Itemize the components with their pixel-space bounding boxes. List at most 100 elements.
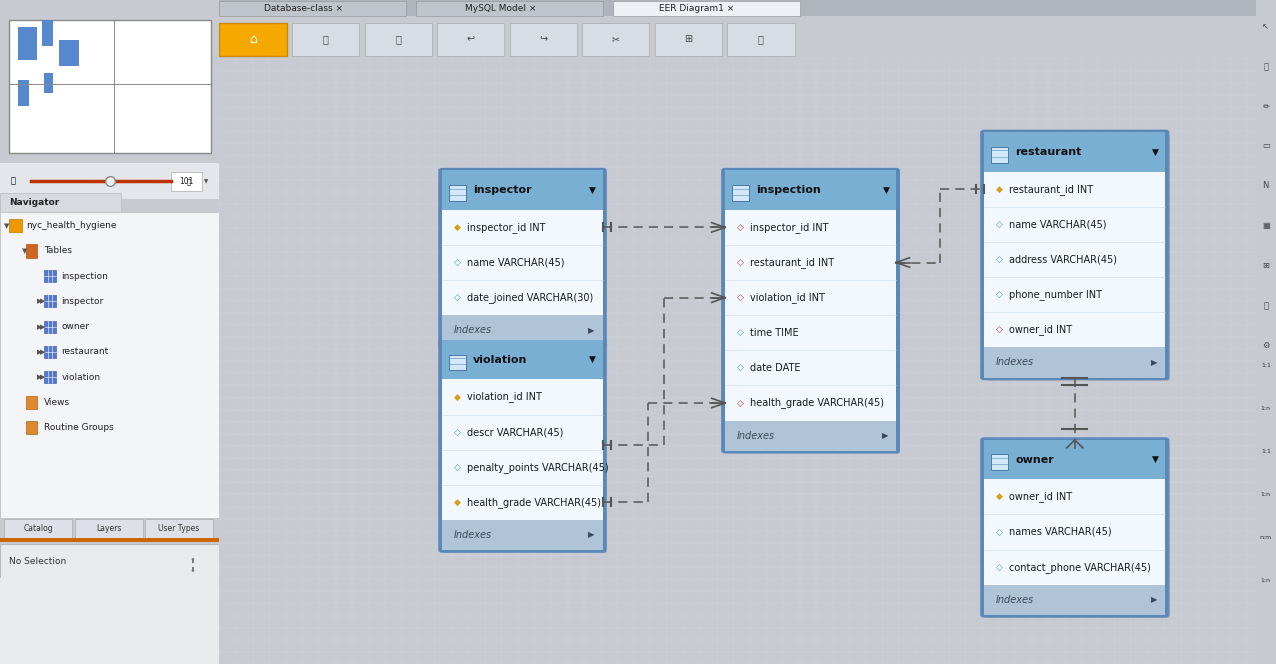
Text: ⊞: ⊞: [1262, 261, 1270, 270]
Text: inspection: inspection: [757, 185, 820, 195]
Text: ◆: ◆: [454, 498, 461, 507]
Text: owner: owner: [1016, 455, 1054, 465]
FancyBboxPatch shape: [984, 585, 1165, 615]
Text: EER Diagram1 ×: EER Diagram1 ×: [660, 4, 735, 13]
Text: contact_phone VARCHAR(45): contact_phone VARCHAR(45): [1009, 562, 1151, 572]
FancyBboxPatch shape: [725, 171, 896, 210]
Text: Views: Views: [43, 398, 70, 407]
Text: Indexes: Indexes: [995, 595, 1034, 605]
FancyBboxPatch shape: [614, 1, 800, 17]
Text: ▼: ▼: [4, 222, 10, 229]
Text: ▶: ▶: [37, 323, 42, 330]
Text: ▭: ▭: [1262, 141, 1270, 151]
FancyBboxPatch shape: [43, 321, 56, 333]
FancyBboxPatch shape: [443, 379, 602, 520]
FancyBboxPatch shape: [732, 185, 749, 201]
Text: ▼: ▼: [22, 248, 27, 254]
FancyBboxPatch shape: [443, 340, 602, 379]
Text: ▼: ▼: [590, 186, 596, 195]
FancyBboxPatch shape: [447, 343, 607, 553]
Text: ▶: ▶: [588, 326, 595, 335]
Text: owner_id INT: owner_id INT: [1009, 491, 1072, 503]
Text: ⌂: ⌂: [249, 33, 256, 46]
FancyBboxPatch shape: [730, 173, 900, 454]
Text: ◇: ◇: [995, 562, 1003, 572]
Text: Indexes: Indexes: [454, 530, 491, 540]
Text: N: N: [1263, 181, 1268, 191]
Text: ▶: ▶: [37, 349, 42, 355]
FancyBboxPatch shape: [981, 131, 1169, 379]
Text: inspector: inspector: [473, 185, 532, 195]
FancyBboxPatch shape: [27, 396, 37, 409]
Text: ▶: ▶: [40, 298, 45, 305]
FancyBboxPatch shape: [439, 169, 606, 347]
Text: No Selection: No Selection: [9, 556, 66, 566]
Text: ▼: ▼: [1152, 147, 1159, 157]
Text: ◇: ◇: [995, 290, 1003, 299]
Text: Layers: Layers: [96, 524, 121, 533]
FancyBboxPatch shape: [4, 519, 73, 538]
Text: time TIME: time TIME: [750, 328, 799, 338]
Text: ⬇: ⬇: [190, 566, 197, 573]
FancyBboxPatch shape: [984, 347, 1165, 378]
Text: health_grade VARCHAR(45): health_grade VARCHAR(45): [467, 497, 601, 508]
FancyBboxPatch shape: [449, 185, 466, 201]
FancyBboxPatch shape: [991, 454, 1008, 470]
Text: ◇: ◇: [454, 463, 461, 471]
FancyBboxPatch shape: [43, 371, 56, 383]
FancyBboxPatch shape: [43, 295, 56, 307]
Text: 101: 101: [180, 177, 194, 186]
Text: User Types: User Types: [158, 524, 199, 533]
FancyBboxPatch shape: [725, 210, 896, 420]
Text: 1:n: 1:n: [1261, 492, 1271, 497]
FancyBboxPatch shape: [438, 23, 504, 56]
Text: Database-class ×: Database-class ×: [264, 4, 343, 13]
Text: ◆: ◆: [454, 392, 461, 402]
Text: names VARCHAR(45): names VARCHAR(45): [1009, 527, 1111, 537]
FancyBboxPatch shape: [219, 23, 287, 56]
Text: ◇: ◇: [454, 428, 461, 436]
Text: date_joined VARCHAR(30): date_joined VARCHAR(30): [467, 292, 593, 303]
FancyBboxPatch shape: [443, 315, 602, 345]
Text: ↖: ↖: [1262, 22, 1270, 31]
Text: ▶: ▶: [1151, 358, 1157, 367]
FancyBboxPatch shape: [443, 210, 602, 315]
FancyBboxPatch shape: [443, 520, 602, 550]
Text: ▶: ▶: [588, 531, 595, 540]
FancyBboxPatch shape: [43, 346, 56, 358]
Text: descr VARCHAR(45): descr VARCHAR(45): [467, 427, 564, 437]
Text: ◇: ◇: [995, 325, 1003, 334]
Text: Tables: Tables: [43, 246, 71, 256]
FancyBboxPatch shape: [42, 20, 52, 46]
FancyBboxPatch shape: [219, 0, 1256, 17]
FancyBboxPatch shape: [0, 212, 219, 518]
FancyBboxPatch shape: [43, 270, 56, 282]
Text: owner_id INT: owner_id INT: [1009, 324, 1072, 335]
Text: 📁: 📁: [323, 35, 329, 44]
Text: 1:n: 1:n: [1261, 406, 1271, 411]
Text: ◆: ◆: [454, 223, 461, 232]
FancyBboxPatch shape: [981, 438, 1169, 617]
Text: Indexes: Indexes: [995, 357, 1034, 367]
Text: ◇: ◇: [454, 293, 461, 302]
FancyBboxPatch shape: [43, 73, 52, 93]
Text: Indexes: Indexes: [454, 325, 491, 335]
Text: ⊞: ⊞: [684, 35, 693, 44]
Text: ▶: ▶: [40, 349, 45, 355]
FancyBboxPatch shape: [989, 135, 1170, 380]
FancyBboxPatch shape: [582, 23, 649, 56]
Text: ◇: ◇: [995, 220, 1003, 229]
Text: restaurant_id INT: restaurant_id INT: [750, 257, 835, 268]
FancyBboxPatch shape: [984, 479, 1165, 585]
FancyBboxPatch shape: [984, 440, 1165, 479]
FancyBboxPatch shape: [365, 23, 431, 56]
FancyBboxPatch shape: [9, 20, 211, 153]
Text: ◇: ◇: [454, 258, 461, 267]
Text: 📦: 📦: [758, 35, 764, 44]
FancyBboxPatch shape: [439, 338, 606, 552]
FancyBboxPatch shape: [447, 173, 607, 349]
Text: n:m: n:m: [1259, 535, 1272, 540]
Text: health_grade VARCHAR(45): health_grade VARCHAR(45): [750, 398, 884, 408]
Text: ▶: ▶: [40, 374, 45, 380]
FancyBboxPatch shape: [989, 443, 1170, 618]
